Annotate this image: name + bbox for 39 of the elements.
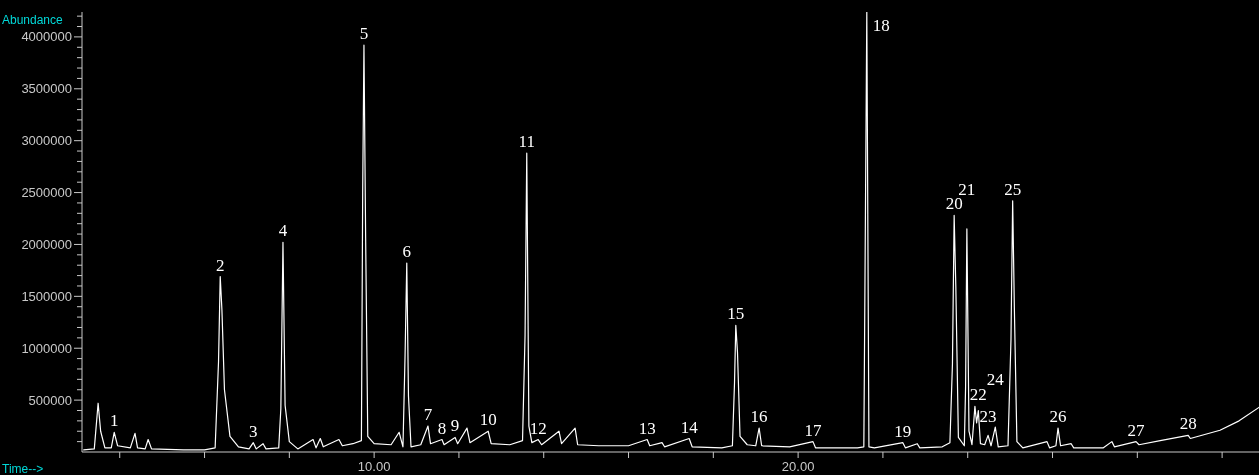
annotation: 11 (518, 132, 535, 152)
annotation: 15 (727, 304, 745, 324)
annotation: 16 (750, 407, 768, 427)
x-axis-title: Time--> (2, 462, 44, 475)
annotation: 14 (680, 417, 699, 437)
annotation: 7 (423, 405, 433, 425)
annotation: 2 (215, 255, 225, 275)
x-tick-label: 20.00 (781, 459, 815, 474)
annotation: 9 (450, 416, 460, 436)
line-series (83, 12, 1259, 451)
y-tick-label: 500000 (28, 392, 72, 408)
annotation: 19 (894, 421, 912, 441)
annotation: 6 (402, 242, 412, 262)
y-tick-label: 2000000 (21, 237, 72, 252)
annotation: 13 (638, 418, 656, 438)
annotation: 26 (1049, 407, 1067, 427)
annotation: 5 (359, 24, 369, 44)
annotation: 24 (986, 370, 1005, 390)
y-tick-label: 2500000 (21, 185, 72, 201)
annotation: 22 (969, 385, 987, 405)
x-tick-label: 10.00 (357, 459, 391, 474)
annotation: 25 (1004, 179, 1022, 199)
annotation: 12 (529, 418, 547, 438)
annotation: 17 (804, 420, 822, 440)
y-axis-title: Abundance (2, 13, 64, 27)
y-tick-label: 4000000 (21, 29, 72, 45)
annotation: 10 (479, 410, 497, 430)
annotation: 23 (979, 407, 997, 427)
y-tick-label: 3000000 (21, 133, 72, 149)
y-tick-label: 1500000 (21, 288, 72, 304)
annotation: 27 (1127, 420, 1146, 440)
y-tick-label: 3500000 (21, 81, 72, 97)
annotation: 3 (249, 421, 258, 441)
annotation: 1 (109, 411, 119, 431)
annotation: 4 (278, 221, 288, 241)
annotation: 28 (1179, 414, 1197, 434)
annotation: 8 (437, 418, 447, 438)
annotation: 18 (872, 16, 890, 35)
y-tick-label: 1000000 (21, 340, 72, 356)
